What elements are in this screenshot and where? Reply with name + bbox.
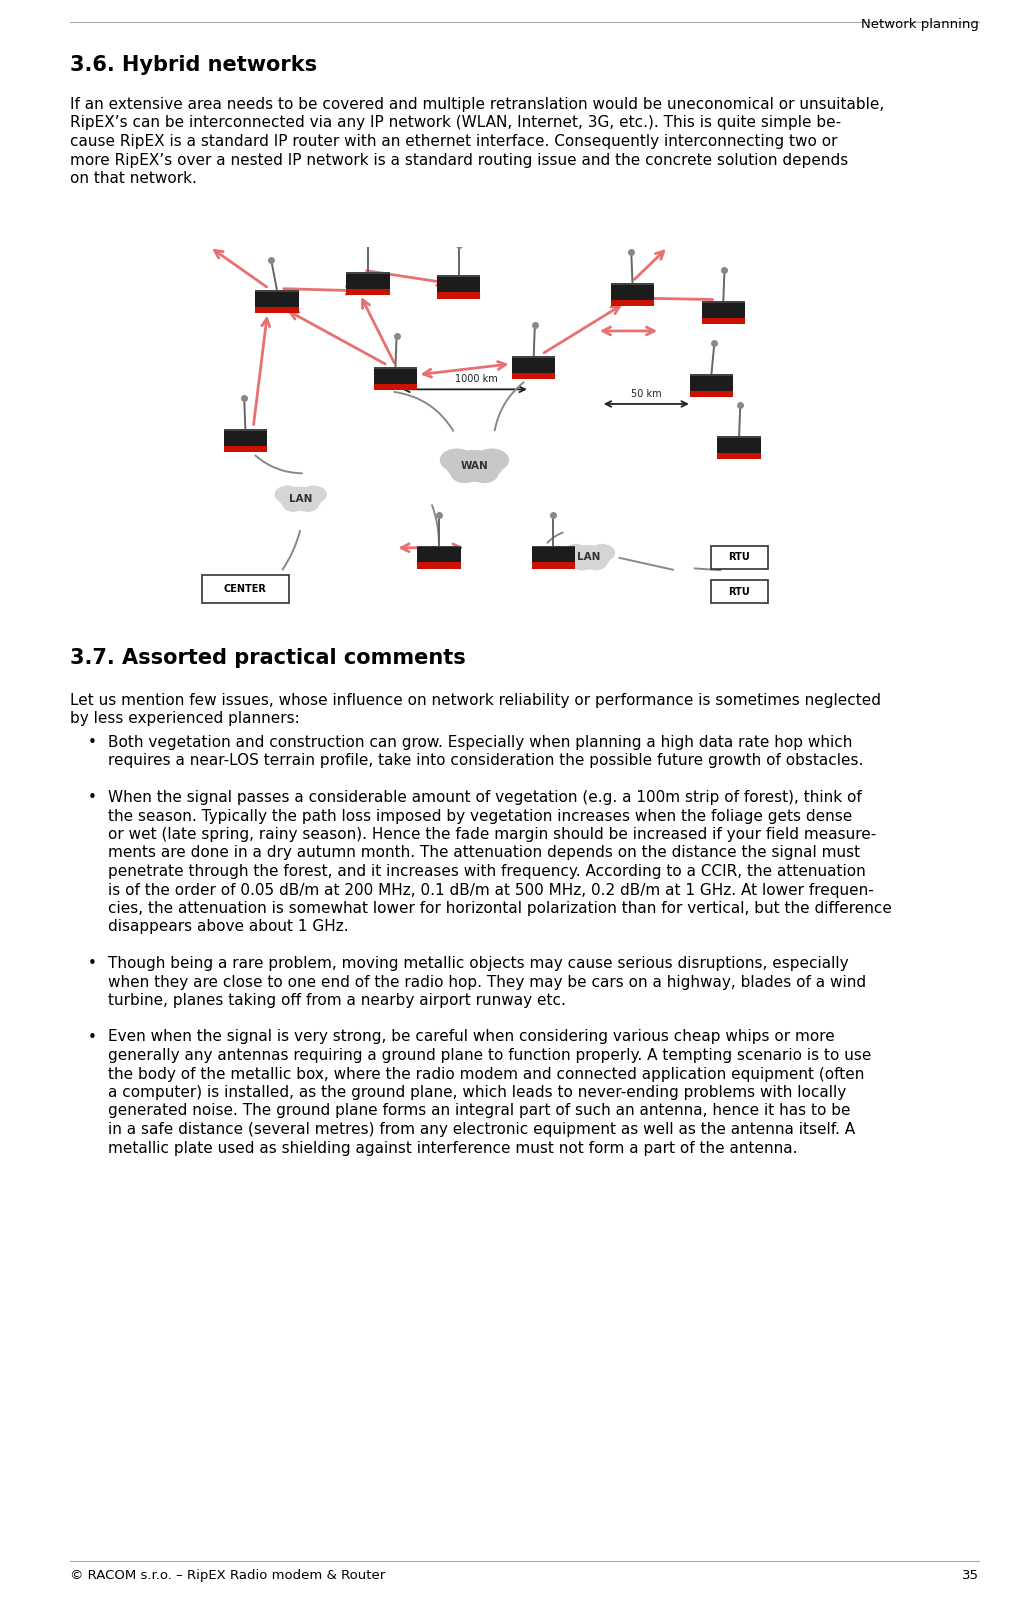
Ellipse shape (471, 464, 498, 483)
Text: by less experienced planners:: by less experienced planners: (70, 712, 300, 726)
Bar (611, 299, 654, 305)
Bar (255, 289, 299, 313)
Text: •: • (88, 1030, 96, 1044)
Text: in a safe distance (several metres) from any electronic equipment as well as the: in a safe distance (several metres) from… (107, 1122, 854, 1137)
Text: Even when the signal is very strong, be careful when considering various cheap w: Even when the signal is very strong, be … (107, 1030, 835, 1044)
Ellipse shape (568, 545, 610, 569)
Bar (717, 437, 761, 438)
Text: Network planning: Network planning (861, 18, 979, 30)
Bar (702, 301, 745, 302)
Text: Let us mention few issues, whose influence on network reliability or performance: Let us mention few issues, whose influen… (70, 692, 881, 708)
Bar (702, 301, 745, 325)
Bar (437, 275, 481, 299)
Bar (224, 429, 267, 453)
Bar (346, 272, 390, 296)
Bar (255, 289, 299, 293)
Bar (417, 563, 460, 569)
Text: •: • (88, 790, 96, 804)
Text: turbine, planes taking off from a nearby airport runway etc.: turbine, planes taking off from a nearby… (107, 993, 566, 1007)
Text: RTU: RTU (728, 587, 750, 596)
Text: © RACOM s.r.o. – RipEX Radio modem & Router: © RACOM s.r.o. – RipEX Radio modem & Rou… (70, 1569, 385, 1581)
Bar (437, 275, 481, 277)
Text: When the signal passes a considerable amount of vegetation (e.g. a 100m strip of: When the signal passes a considerable am… (107, 790, 861, 804)
Text: more RipEX’s over a nested IP network is a standard routing issue and the concre: more RipEX’s over a nested IP network is… (70, 152, 848, 168)
Bar (717, 453, 761, 459)
Bar (224, 429, 267, 430)
Text: ments are done in a dry autumn month. The attenuation depends on the distance th: ments are done in a dry autumn month. Th… (107, 846, 859, 860)
Text: cies, the attenuation is somewhat lower for horizontal polarization than for ver: cies, the attenuation is somewhat lower … (107, 900, 891, 916)
Bar (532, 545, 575, 547)
Bar (532, 545, 575, 569)
Bar (690, 374, 733, 398)
Ellipse shape (476, 449, 508, 472)
Text: when they are close to one end of the radio hop. They may be cars on a highway, : when they are close to one end of the ra… (107, 974, 865, 990)
Ellipse shape (589, 545, 615, 561)
Text: on that network.: on that network. (70, 171, 196, 185)
Text: the body of the metallic box, where the radio modem and connected application eq: the body of the metallic box, where the … (107, 1067, 864, 1081)
Text: 3.7. Assorted practical comments: 3.7. Assorted practical comments (70, 648, 465, 668)
Text: penetrate through the forest, and it increases with frequency. According to a CC: penetrate through the forest, and it inc… (107, 863, 865, 879)
Bar (373, 366, 417, 369)
Text: RTU: RTU (728, 552, 750, 563)
Bar (373, 384, 417, 390)
Text: If an extensive area needs to be covered and multiple retranslation would be une: If an extensive area needs to be covered… (70, 98, 884, 112)
Bar (373, 366, 417, 390)
Bar (702, 318, 745, 325)
Bar (690, 390, 733, 398)
Ellipse shape (586, 556, 607, 569)
Text: requires a near-LOS terrain profile, take into consideration the possible future: requires a near-LOS terrain profile, tak… (107, 753, 863, 769)
Bar (512, 355, 555, 379)
Bar (417, 545, 460, 569)
Bar (690, 374, 733, 376)
Bar (717, 437, 761, 459)
Ellipse shape (451, 464, 479, 483)
Bar (346, 272, 390, 273)
Text: Both vegetation and construction can grow. Especially when planning a high data : Both vegetation and construction can gro… (107, 736, 852, 750)
Text: 50 km: 50 km (630, 389, 661, 398)
Ellipse shape (564, 545, 588, 561)
Bar (711, 545, 767, 569)
Text: metallic plate used as shielding against interference must not form a part of th: metallic plate used as shielding against… (107, 1140, 797, 1156)
Text: cause RipEX is a standard IP router with an ethernet interface. Consequently int: cause RipEX is a standard IP router with… (70, 134, 837, 149)
Ellipse shape (572, 556, 592, 569)
Ellipse shape (301, 486, 326, 502)
Text: or wet (late spring, rainy season). Hence the fade margin should be increased if: or wet (late spring, rainy season). Henc… (107, 827, 876, 843)
Bar (346, 289, 390, 296)
Bar (437, 293, 481, 299)
Bar (202, 574, 288, 603)
Text: CENTER: CENTER (224, 584, 267, 593)
Text: •: • (88, 736, 96, 750)
Bar (611, 283, 654, 285)
Text: generated noise. The ground plane forms an integral part of such an antenna, hen: generated noise. The ground plane forms … (107, 1103, 850, 1118)
Bar (255, 307, 299, 313)
Text: RipEX’s can be interconnected via any IP network (WLAN, Internet, 3G, etc.). Thi: RipEX’s can be interconnected via any IP… (70, 115, 841, 131)
Ellipse shape (298, 497, 318, 512)
Bar (512, 355, 555, 358)
Text: disappears above about 1 GHz.: disappears above about 1 GHz. (107, 919, 348, 934)
Bar (711, 580, 767, 603)
Bar (417, 545, 460, 547)
Text: •: • (88, 956, 96, 971)
Text: 35: 35 (962, 1569, 979, 1581)
Bar (611, 283, 654, 305)
Text: 3.6. Hybrid networks: 3.6. Hybrid networks (70, 54, 317, 75)
Text: LAN: LAN (288, 494, 312, 504)
Bar (532, 563, 575, 569)
Ellipse shape (447, 451, 502, 481)
Ellipse shape (275, 486, 300, 502)
Text: generally any antennas requiring a ground plane to function properly. A tempting: generally any antennas requiring a groun… (107, 1047, 871, 1063)
Text: is of the order of 0.05 dB/m at 200 MHz, 0.1 dB/m at 500 MHz, 0.2 dB/m at 1 GHz.: is of the order of 0.05 dB/m at 200 MHz,… (107, 883, 874, 897)
Bar (224, 446, 267, 453)
Ellipse shape (441, 449, 474, 472)
Text: Though being a rare problem, moving metallic objects may cause serious disruptio: Though being a rare problem, moving meta… (107, 956, 848, 971)
Ellipse shape (280, 488, 321, 510)
Text: LAN: LAN (577, 552, 601, 563)
Text: 1000 km: 1000 km (455, 374, 498, 384)
Text: WAN: WAN (460, 461, 488, 472)
Text: a computer) is installed, as the ground plane, which leads to never-ending probl: a computer) is installed, as the ground … (107, 1086, 846, 1100)
Text: the season. Typically the path loss imposed by vegetation increases when the fol: the season. Typically the path loss impo… (107, 809, 852, 823)
Bar (512, 373, 555, 379)
Ellipse shape (283, 497, 304, 512)
